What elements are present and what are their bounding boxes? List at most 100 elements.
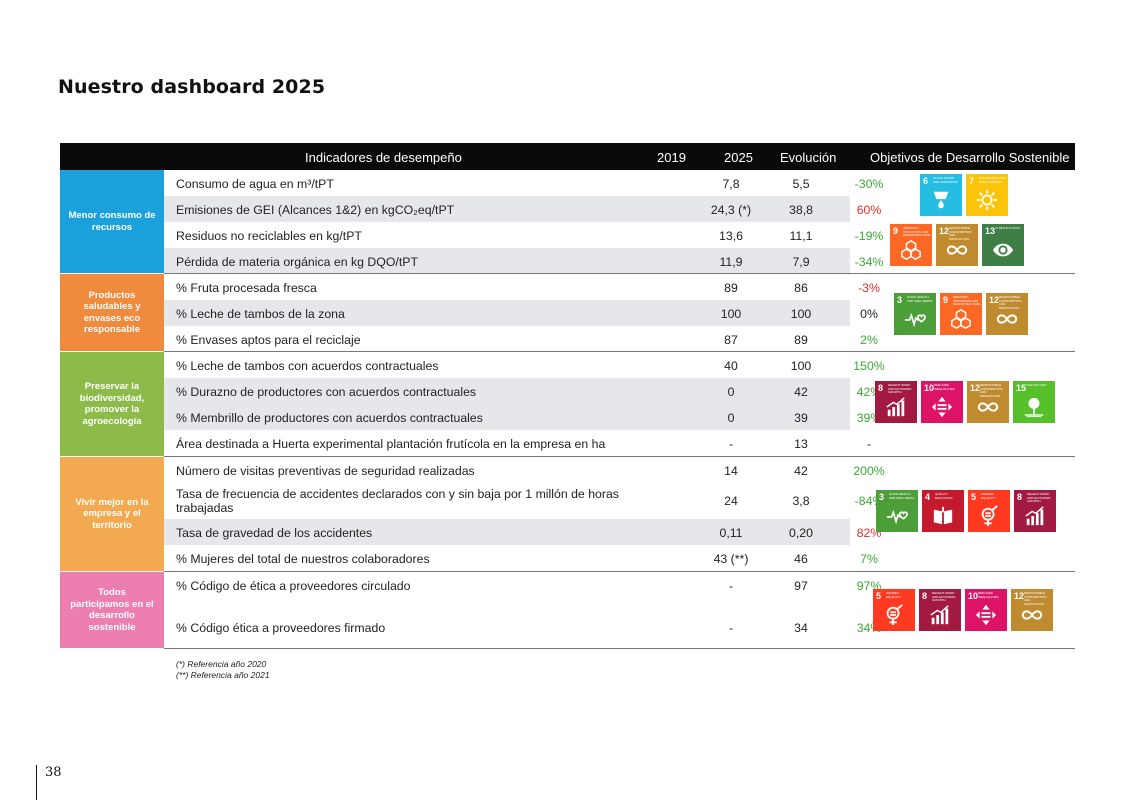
header-2025: 2025 <box>724 150 753 165</box>
sdg-number: 10 <box>968 591 979 601</box>
sdg-number: 15 <box>1016 383 1027 393</box>
sdg-number: 13 <box>985 226 996 236</box>
value-2019-cell: 13,6 <box>719 229 743 243</box>
value-2025-cell: 3,8 <box>792 494 810 508</box>
sdg-number: 5 <box>876 591 882 601</box>
sdg-number: 12 <box>939 226 950 236</box>
evolution-cell: -34% <box>854 255 884 269</box>
table-row: % Membrillo de productores con acuerdos … <box>164 404 881 430</box>
value-2025-cell: 100 <box>790 307 812 321</box>
sdg-number: 8 <box>878 383 884 393</box>
table-row: Emisiones de GEI (Alcances 1&2) en kgCO₂… <box>164 196 881 222</box>
table-row: Área destinada a Huerta experimental pla… <box>164 430 871 456</box>
sdg-13-tile: 13 CLIMATE ACTION <box>982 224 1024 266</box>
indicator-cell: % Durazno de productores con acuerdos co… <box>176 385 477 399</box>
sdg-caption: REDUCED INEQUALITIES <box>978 591 999 599</box>
sdg-caption: GOOD HEALTH AND WELL-BEING <box>907 295 933 303</box>
indicator-cell: Tasa de gravedad de los accidentes <box>176 526 373 540</box>
section-divider <box>164 273 1075 274</box>
sdg-number: 7 <box>969 176 975 186</box>
section-label: Menor consumo de recursos <box>60 170 164 273</box>
indicator-cell: % Leche de tambos de la zona <box>176 307 345 321</box>
sdg-10-tile: 10 REDUCED INEQUALITIES <box>965 589 1007 631</box>
sdg-number: 8 <box>922 591 928 601</box>
sdg-6-tile: 6 CLEAN WATER AND SANITATION <box>920 174 962 216</box>
indicator-cell: Residuos no reciclables en kg/tPT <box>176 229 362 243</box>
sdg-number: 4 <box>925 492 931 502</box>
table-section: Productos saludables y envases eco respo… <box>60 274 1075 352</box>
sdg-12-tile: 12 RESPONSIBLE CONSUMPTION AND PRODUCTION <box>986 293 1028 335</box>
sdg-icons-group: 3 GOOD HEALTH AND WELL-BEING 9 INDUSTRY, IN… <box>894 293 1028 335</box>
table-row: % Envases aptos para el reciclaje 87 89 2% <box>164 326 878 352</box>
table-row: % Código de ética a proveedores circulad… <box>164 572 881 610</box>
sdg-number: 5 <box>971 492 977 502</box>
sdg-number: 10 <box>924 383 935 393</box>
value-2019-cell: 0 <box>727 385 735 399</box>
value-2025-cell: 7,9 <box>792 255 810 269</box>
value-2025-cell: 42 <box>794 385 808 399</box>
sdg-number: 8 <box>1017 492 1023 502</box>
table-section: Menor consumo de recursos Consumo de agua… <box>60 170 1075 274</box>
value-2019-cell: 0,11 <box>719 526 743 540</box>
indicator-cell: Área destinada a Huerta experimental pla… <box>176 437 606 451</box>
indicator-cell: % Mujeres del total de nuestros colabora… <box>176 552 430 566</box>
header-2019: 2019 <box>657 150 686 165</box>
sdg-number: 9 <box>943 295 949 305</box>
sdg-caption: RESPONSIBLE CONSUMPTION AND PRODUCTION <box>949 226 972 241</box>
sdg-caption: GENDER EQUALITY <box>886 591 901 599</box>
table-row: % Leche de tambos de la zona 100 100 0% <box>164 300 878 326</box>
page-title: Nuestro dashboard 2025 <box>58 76 326 98</box>
evolution-cell: 7% <box>860 552 878 566</box>
sdg-icons-group: 9 INDUSTRY, INNOVATION AND INFRASTRUCTURE… <box>890 224 1024 266</box>
sdg-7-tile: 7 AFFORDABLE AND CLEAN ENERGY <box>966 174 1008 216</box>
table-row: Pérdida de materia orgánica en kg DQO/tP… <box>164 248 883 274</box>
indicator-cell: Número de visitas preventivas de segurid… <box>176 464 475 478</box>
table-row: Tasa de gravedad de los accidentes 0,11 0,… <box>164 519 881 545</box>
sdg-caption: QUALITY EDUCATION <box>935 492 953 500</box>
value-2019-cell: 87 <box>724 333 738 347</box>
evolution-cell: 2% <box>860 333 878 347</box>
sdg-caption: LIFE ON LAND <box>1026 383 1047 387</box>
section-label: Preservar la biodiversidad, promover la … <box>60 352 164 456</box>
section-label: Vivir mejor en la empresa y el territori… <box>60 457 164 571</box>
table-row: % Durazno de productores con acuerdos co… <box>164 378 881 404</box>
evolution-cell: 150% <box>853 359 885 373</box>
sdg-caption: RESPONSIBLE CONSUMPTION AND PRODUCTION <box>1024 591 1047 606</box>
sdg-icons-group: 8 DECENT WORK AND ECONOMIC GROWTH 10 REDUCE… <box>875 381 1055 423</box>
table-row: Consumo de agua en m³/tPT 7,8 5,5 -30% <box>164 170 883 196</box>
value-2019-cell: 24 <box>724 494 738 508</box>
value-2025-cell: 39 <box>794 411 808 425</box>
table-row: % Código ética a proveedores firmado -34 3… <box>164 610 881 648</box>
sdg-caption: DECENT WORK AND ECONOMIC GROWTH <box>932 591 956 602</box>
indicator-cell: % Fruta procesada fresca <box>176 281 317 295</box>
footnote: (**) Referencia año 2021 <box>176 670 270 680</box>
value-2019-cell: 11,9 <box>719 255 743 269</box>
indicator-cell: Tasa de frecuencia de accidentes declara… <box>176 487 619 515</box>
value-2025-cell: 5,5 <box>792 177 810 191</box>
evolution-cell: 82% <box>856 526 882 540</box>
indicator-cell: % Leche de tambos con acuerdos contractu… <box>176 359 439 373</box>
indicator-cell: Consumo de agua en m³/tPT <box>176 177 334 191</box>
evolution-cell: 0% <box>860 307 878 321</box>
table-row: % Leche de tambos con acuerdos contractu… <box>164 352 885 378</box>
value-2025-cell: 34 <box>794 621 808 635</box>
value-2019-cell: 24,3 (*) <box>710 203 752 217</box>
page-divider <box>36 765 37 800</box>
sdg-caption: GOOD HEALTH AND WELL-BEING <box>889 492 915 500</box>
indicator-cell: Pérdida de materia orgánica en kg DQO/tP… <box>176 255 418 269</box>
section-divider <box>164 571 1075 572</box>
sdg-number: 12 <box>970 383 981 393</box>
value-2019-cell: 40 <box>724 359 738 373</box>
sdg-9-tile: 9 INDUSTRY, INNOVATION AND INFRASTRUCTURE <box>890 224 932 266</box>
table-header: Indicadores de desempeño 2019 2025 Evolu… <box>60 143 1075 170</box>
value-2025-cell: 97 <box>794 579 808 593</box>
evolution-cell: -3% <box>858 281 880 295</box>
table-section: Preservar la biodiversidad, promover la … <box>60 352 1075 457</box>
value-2025-cell: 89 <box>794 333 808 347</box>
value-2025-cell: 11,1 <box>789 229 813 243</box>
value-2025-cell: 100 <box>790 359 812 373</box>
value-2019-cell: 100 <box>720 307 742 321</box>
evolution-cell: 200% <box>853 464 885 478</box>
sdg-number: 3 <box>879 492 885 502</box>
section-label: Todos participamos en el desarrollo sost… <box>60 572 164 648</box>
